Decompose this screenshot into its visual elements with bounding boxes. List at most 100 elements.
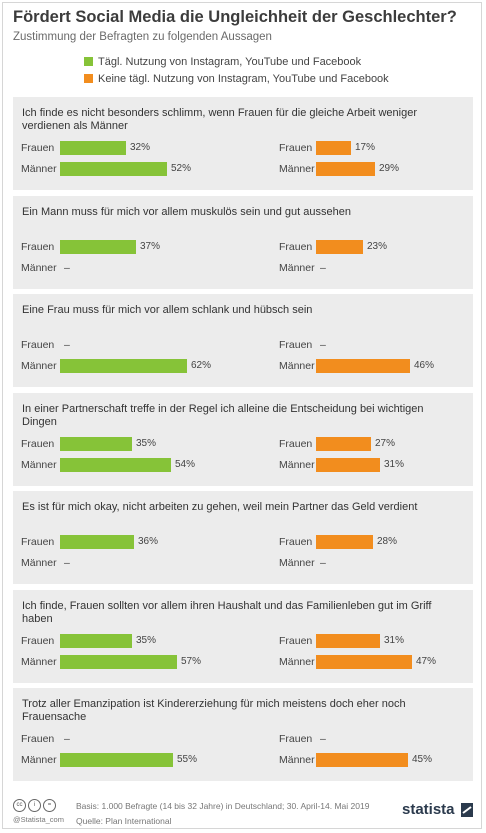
group-label-frauen: Frauen — [21, 241, 55, 253]
bar-non-daily — [316, 240, 363, 254]
license-icons: cc i = — [13, 799, 58, 817]
group-label-frauen: Frauen — [279, 635, 313, 647]
bar-value-label: 45% — [412, 754, 433, 765]
statista-handle: @Statista_com — [13, 815, 64, 824]
bar-value-label: 32% — [130, 142, 151, 153]
bar-value-label: 23% — [367, 241, 388, 252]
legend-swatch-non-daily — [84, 74, 93, 83]
missing-value: – — [320, 339, 326, 351]
bar-daily — [60, 655, 177, 669]
bar-value-label: 36% — [138, 536, 159, 547]
bar-value-label: 52% — [171, 163, 192, 174]
missing-value: – — [64, 733, 70, 745]
bar-value-label: 28% — [377, 536, 398, 547]
footer-basis: Basis: 1.000 Befragte (14 bis 32 Jahre) … — [76, 801, 370, 811]
question-text: Trotz aller Emanzipation ist Kindererzie… — [22, 698, 406, 723]
missing-value: – — [64, 262, 70, 274]
missing-value: – — [64, 557, 70, 569]
legend-swatch-daily — [84, 57, 93, 66]
question-panel: In einer Partnerschaft treffe in der Reg… — [13, 393, 473, 486]
bar-value-label: 46% — [414, 360, 435, 371]
missing-value: – — [320, 262, 326, 274]
bar-non-daily — [316, 634, 380, 648]
group-label-maenner: Männer — [21, 459, 57, 471]
legend-item-non-daily: Keine tägl. Nutzung von Instagram, YouTu… — [84, 73, 389, 85]
group-label-frauen: Frauen — [21, 733, 55, 745]
bar-non-daily — [316, 535, 373, 549]
bar-daily — [60, 458, 171, 472]
group-label-maenner: Männer — [279, 557, 315, 569]
bar-daily — [60, 240, 136, 254]
bar-value-label: 27% — [375, 438, 396, 449]
group-label-maenner: Männer — [279, 459, 315, 471]
legend-label-non-daily: Keine tägl. Nutzung von Instagram, YouTu… — [98, 73, 389, 85]
bar-value-label: 47% — [416, 656, 437, 667]
group-label-maenner: Männer — [279, 360, 315, 372]
bar-non-daily — [316, 141, 351, 155]
question-text: In einer Partnerschaft treffe in der Reg… — [22, 403, 424, 428]
question-panel: Ich finde, Frauen sollten vor allem ihre… — [13, 590, 473, 683]
question-text: Ich finde es nicht besonders schlimm, we… — [22, 107, 417, 132]
bar-value-label: 31% — [384, 459, 405, 470]
question-panel: Ein Mann muss für mich vor allem muskulö… — [13, 196, 473, 289]
bar-value-label: 55% — [177, 754, 198, 765]
bar-daily — [60, 162, 167, 176]
bar-non-daily — [316, 753, 408, 767]
bar-value-label: 54% — [175, 459, 196, 470]
group-label-maenner: Männer — [21, 360, 57, 372]
statista-logo-icon — [461, 803, 473, 817]
bar-daily — [60, 437, 132, 451]
bar-non-daily — [316, 655, 412, 669]
group-label-maenner: Männer — [21, 656, 57, 668]
bar-value-label: 29% — [379, 163, 400, 174]
bar-value-label: 37% — [140, 241, 161, 252]
group-label-frauen: Frauen — [279, 536, 313, 548]
question-panel: Trotz aller Emanzipation ist Kindererzie… — [13, 688, 473, 781]
legend-label-daily: Tägl. Nutzung von Instagram, YouTube und… — [98, 56, 362, 68]
group-label-frauen: Frauen — [21, 339, 55, 351]
group-label-frauen: Frauen — [21, 438, 55, 450]
question-panel: Es ist für mich okay, nicht arbeiten zu … — [13, 491, 473, 584]
bar-value-label: 31% — [384, 635, 405, 646]
question-panel: Ich finde es nicht besonders schlimm, we… — [13, 97, 473, 190]
bar-value-label: 35% — [136, 635, 157, 646]
attribution-icon: i — [28, 799, 41, 812]
group-label-frauen: Frauen — [21, 142, 55, 154]
group-label-maenner: Männer — [21, 754, 57, 766]
chart-title: Fördert Social Media die Ungleichheit de… — [13, 8, 457, 26]
bar-value-label: 35% — [136, 438, 157, 449]
question-text: Ich finde, Frauen sollten vor allem ihre… — [22, 600, 432, 625]
bar-daily — [60, 634, 132, 648]
group-label-frauen: Frauen — [279, 142, 313, 154]
statista-logo: statista — [402, 801, 455, 818]
group-label-maenner: Männer — [279, 163, 315, 175]
group-label-frauen: Frauen — [279, 733, 313, 745]
question-text: Ein Mann muss für mich vor allem muskulö… — [22, 206, 351, 218]
group-label-frauen: Frauen — [279, 339, 313, 351]
group-label-frauen: Frauen — [279, 438, 313, 450]
bar-non-daily — [316, 162, 375, 176]
bar-non-daily — [316, 437, 371, 451]
bar-value-label: 57% — [181, 656, 202, 667]
group-label-frauen: Frauen — [21, 635, 55, 647]
bar-daily — [60, 535, 134, 549]
bar-value-label: 62% — [191, 360, 212, 371]
no-derivatives-icon: = — [43, 799, 56, 812]
bar-non-daily — [316, 458, 380, 472]
footer-source: Quelle: Plan International — [76, 816, 172, 826]
question-text: Eine Frau muss für mich vor allem schlan… — [22, 304, 313, 316]
bar-daily — [60, 359, 187, 373]
bar-non-daily — [316, 359, 410, 373]
cc-icon: cc — [13, 799, 26, 812]
group-label-maenner: Männer — [279, 754, 315, 766]
bar-daily — [60, 141, 126, 155]
chart-subtitle: Zustimmung der Befragten zu folgenden Au… — [13, 31, 272, 43]
question-panel: Eine Frau muss für mich vor allem schlan… — [13, 294, 473, 387]
group-label-maenner: Männer — [279, 656, 315, 668]
missing-value: – — [320, 557, 326, 569]
bar-value-label: 17% — [355, 142, 376, 153]
group-label-maenner: Männer — [21, 262, 57, 274]
missing-value: – — [320, 733, 326, 745]
bar-daily — [60, 753, 173, 767]
